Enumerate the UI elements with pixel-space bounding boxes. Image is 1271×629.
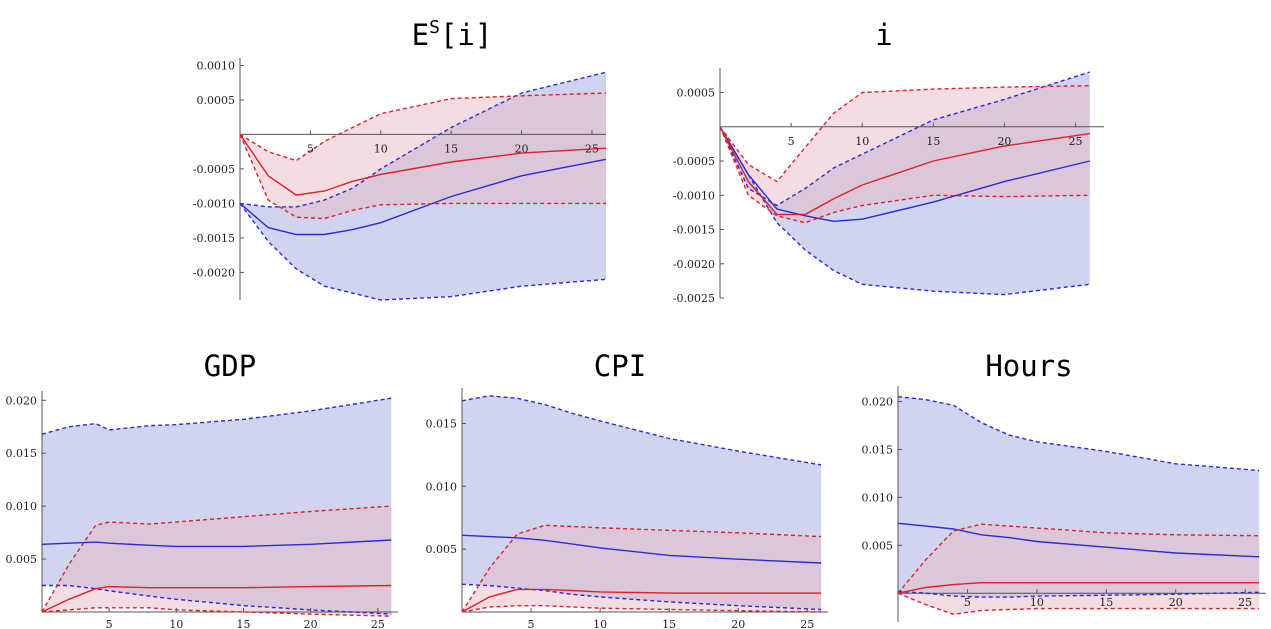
red-median-line <box>461 588 822 613</box>
red-confidence-band <box>42 506 392 617</box>
y-tick-label: 0.015 <box>426 417 458 430</box>
x-tick-label: 10 <box>169 618 183 629</box>
x-tick-label: 15 <box>444 142 458 155</box>
panel-title: ES[i] <box>412 17 493 52</box>
blue-upper-bound-line <box>719 71 1091 207</box>
blue-median-line <box>461 534 822 564</box>
y-tick-label: 0.005 <box>426 543 458 556</box>
y-tick-label: -0.0005 <box>193 163 235 176</box>
y-tick-label: -0.0010 <box>193 197 235 210</box>
panel-title: Hours <box>985 349 1072 383</box>
blue-upper-bound-line <box>41 397 392 435</box>
red-median-line <box>719 126 1090 216</box>
x-tick-label: 5 <box>106 618 113 629</box>
y-tick-label: 0.005 <box>6 553 38 566</box>
blue-median-line <box>239 158 607 236</box>
y-tick-label: 0.0010 <box>197 59 236 72</box>
blue-median-line <box>897 522 1260 558</box>
x-tick-label: 20 <box>731 618 745 629</box>
y-tick-label: 0.0005 <box>677 87 716 100</box>
y-tick-label: 0.010 <box>6 500 38 513</box>
x-tick-label: 15 <box>926 135 940 148</box>
x-tick-label: 25 <box>1069 135 1083 148</box>
y-tick-label: 0.010 <box>426 480 458 493</box>
panel-hours: Hours 5 10 15 20 25 0.005 0.010 0.015 0.020 <box>862 349 1266 622</box>
panel-cpi: CPI 5 10 15 20 25 0.005 0.010 0.015 <box>426 349 828 629</box>
red-median-line <box>897 582 1260 594</box>
blue-median-line <box>719 126 1090 223</box>
blue-lower-bound-line <box>719 126 1090 296</box>
blue-lower-bound-line <box>239 202 607 301</box>
x-tick-label: 20 <box>515 142 529 155</box>
x-tick-label: 5 <box>964 596 971 609</box>
panel-title: i <box>875 18 892 52</box>
blue-lower-bound-line <box>897 590 1260 598</box>
x-tick-label: 20 <box>997 135 1011 148</box>
red-upper-bound-line <box>41 505 392 613</box>
red-lower-bound-line <box>897 592 1260 616</box>
blue-upper-bound-line <box>239 71 607 208</box>
y-tick-label: -0.0020 <box>193 266 235 279</box>
x-tick-label: 25 <box>585 142 599 155</box>
y-tick-label: -0.0025 <box>673 292 715 305</box>
x-tick-label: 20 <box>304 618 318 629</box>
red-confidence-band <box>240 93 606 219</box>
x-tick-label: 25 <box>1238 596 1252 609</box>
red-lower-bound-line <box>461 605 822 613</box>
panel-esi: ES[i] 5 10 15 20 25 -0.0020 -0.0015 -0.0010 -0.00… <box>193 17 607 301</box>
panel-gdp: GDP 5 10 15 20 25 0.005 0.010 0.015 0.020 <box>6 349 398 629</box>
y-tick-label: 0.015 <box>6 447 38 460</box>
x-tick-label: 10 <box>374 142 388 155</box>
blue-upper-bound-line <box>461 395 822 466</box>
blue-upper-bound-line <box>897 396 1260 472</box>
y-tick-label: 0.015 <box>862 443 894 456</box>
y-tick-label: -0.0005 <box>673 155 715 168</box>
red-upper-bound-line <box>897 523 1260 594</box>
red-upper-bound-line <box>719 85 1090 183</box>
x-tick-label: 15 <box>237 618 251 629</box>
y-tick-label: 0.020 <box>6 394 38 407</box>
x-tick-label: 10 <box>855 135 869 148</box>
y-tick-label: -0.0010 <box>673 189 715 202</box>
blue-lower-bound-line <box>461 583 822 611</box>
red-lower-bound-line <box>239 134 606 220</box>
red-lower-bound-line <box>719 126 1090 224</box>
red-lower-bound-line <box>41 607 392 617</box>
x-tick-label: 15 <box>662 618 676 629</box>
y-tick-label: -0.0015 <box>193 232 235 245</box>
red-median-line <box>41 584 392 613</box>
x-tick-label: 20 <box>1169 596 1183 609</box>
y-tick-label: -0.0015 <box>673 224 715 237</box>
red-median-line <box>239 134 607 196</box>
blue-median-line <box>41 539 392 548</box>
blue-lower-bound-line <box>42 584 392 615</box>
red-upper-bound-line <box>461 524 822 613</box>
y-tick-label: -0.0020 <box>673 258 715 271</box>
y-tick-label: 0.0005 <box>197 94 236 107</box>
x-tick-label: 10 <box>1030 596 1044 609</box>
panel-i: i 5 10 15 20 25 -0.0025 -0.0020 -0.0015 -0.0010 -0… <box>673 18 1104 305</box>
red-confidence-band <box>898 524 1260 615</box>
x-tick-label: 5 <box>307 142 314 155</box>
x-tick-label: 25 <box>800 618 814 629</box>
red-upper-bound-line <box>239 92 607 162</box>
panel-title: CPI <box>594 349 646 383</box>
y-tick-label: 0.005 <box>862 539 894 552</box>
y-tick-label: 0.020 <box>862 396 894 409</box>
x-tick-label: 15 <box>1099 596 1113 609</box>
y-tick-label: 0.010 <box>862 491 894 504</box>
x-tick-label: 25 <box>371 618 385 629</box>
x-tick-label: 10 <box>593 618 607 629</box>
panel-title: GDP <box>204 349 256 383</box>
x-tick-label: 5 <box>788 135 795 148</box>
x-tick-label: 5 <box>528 618 535 629</box>
red-confidence-band <box>720 85 1090 223</box>
